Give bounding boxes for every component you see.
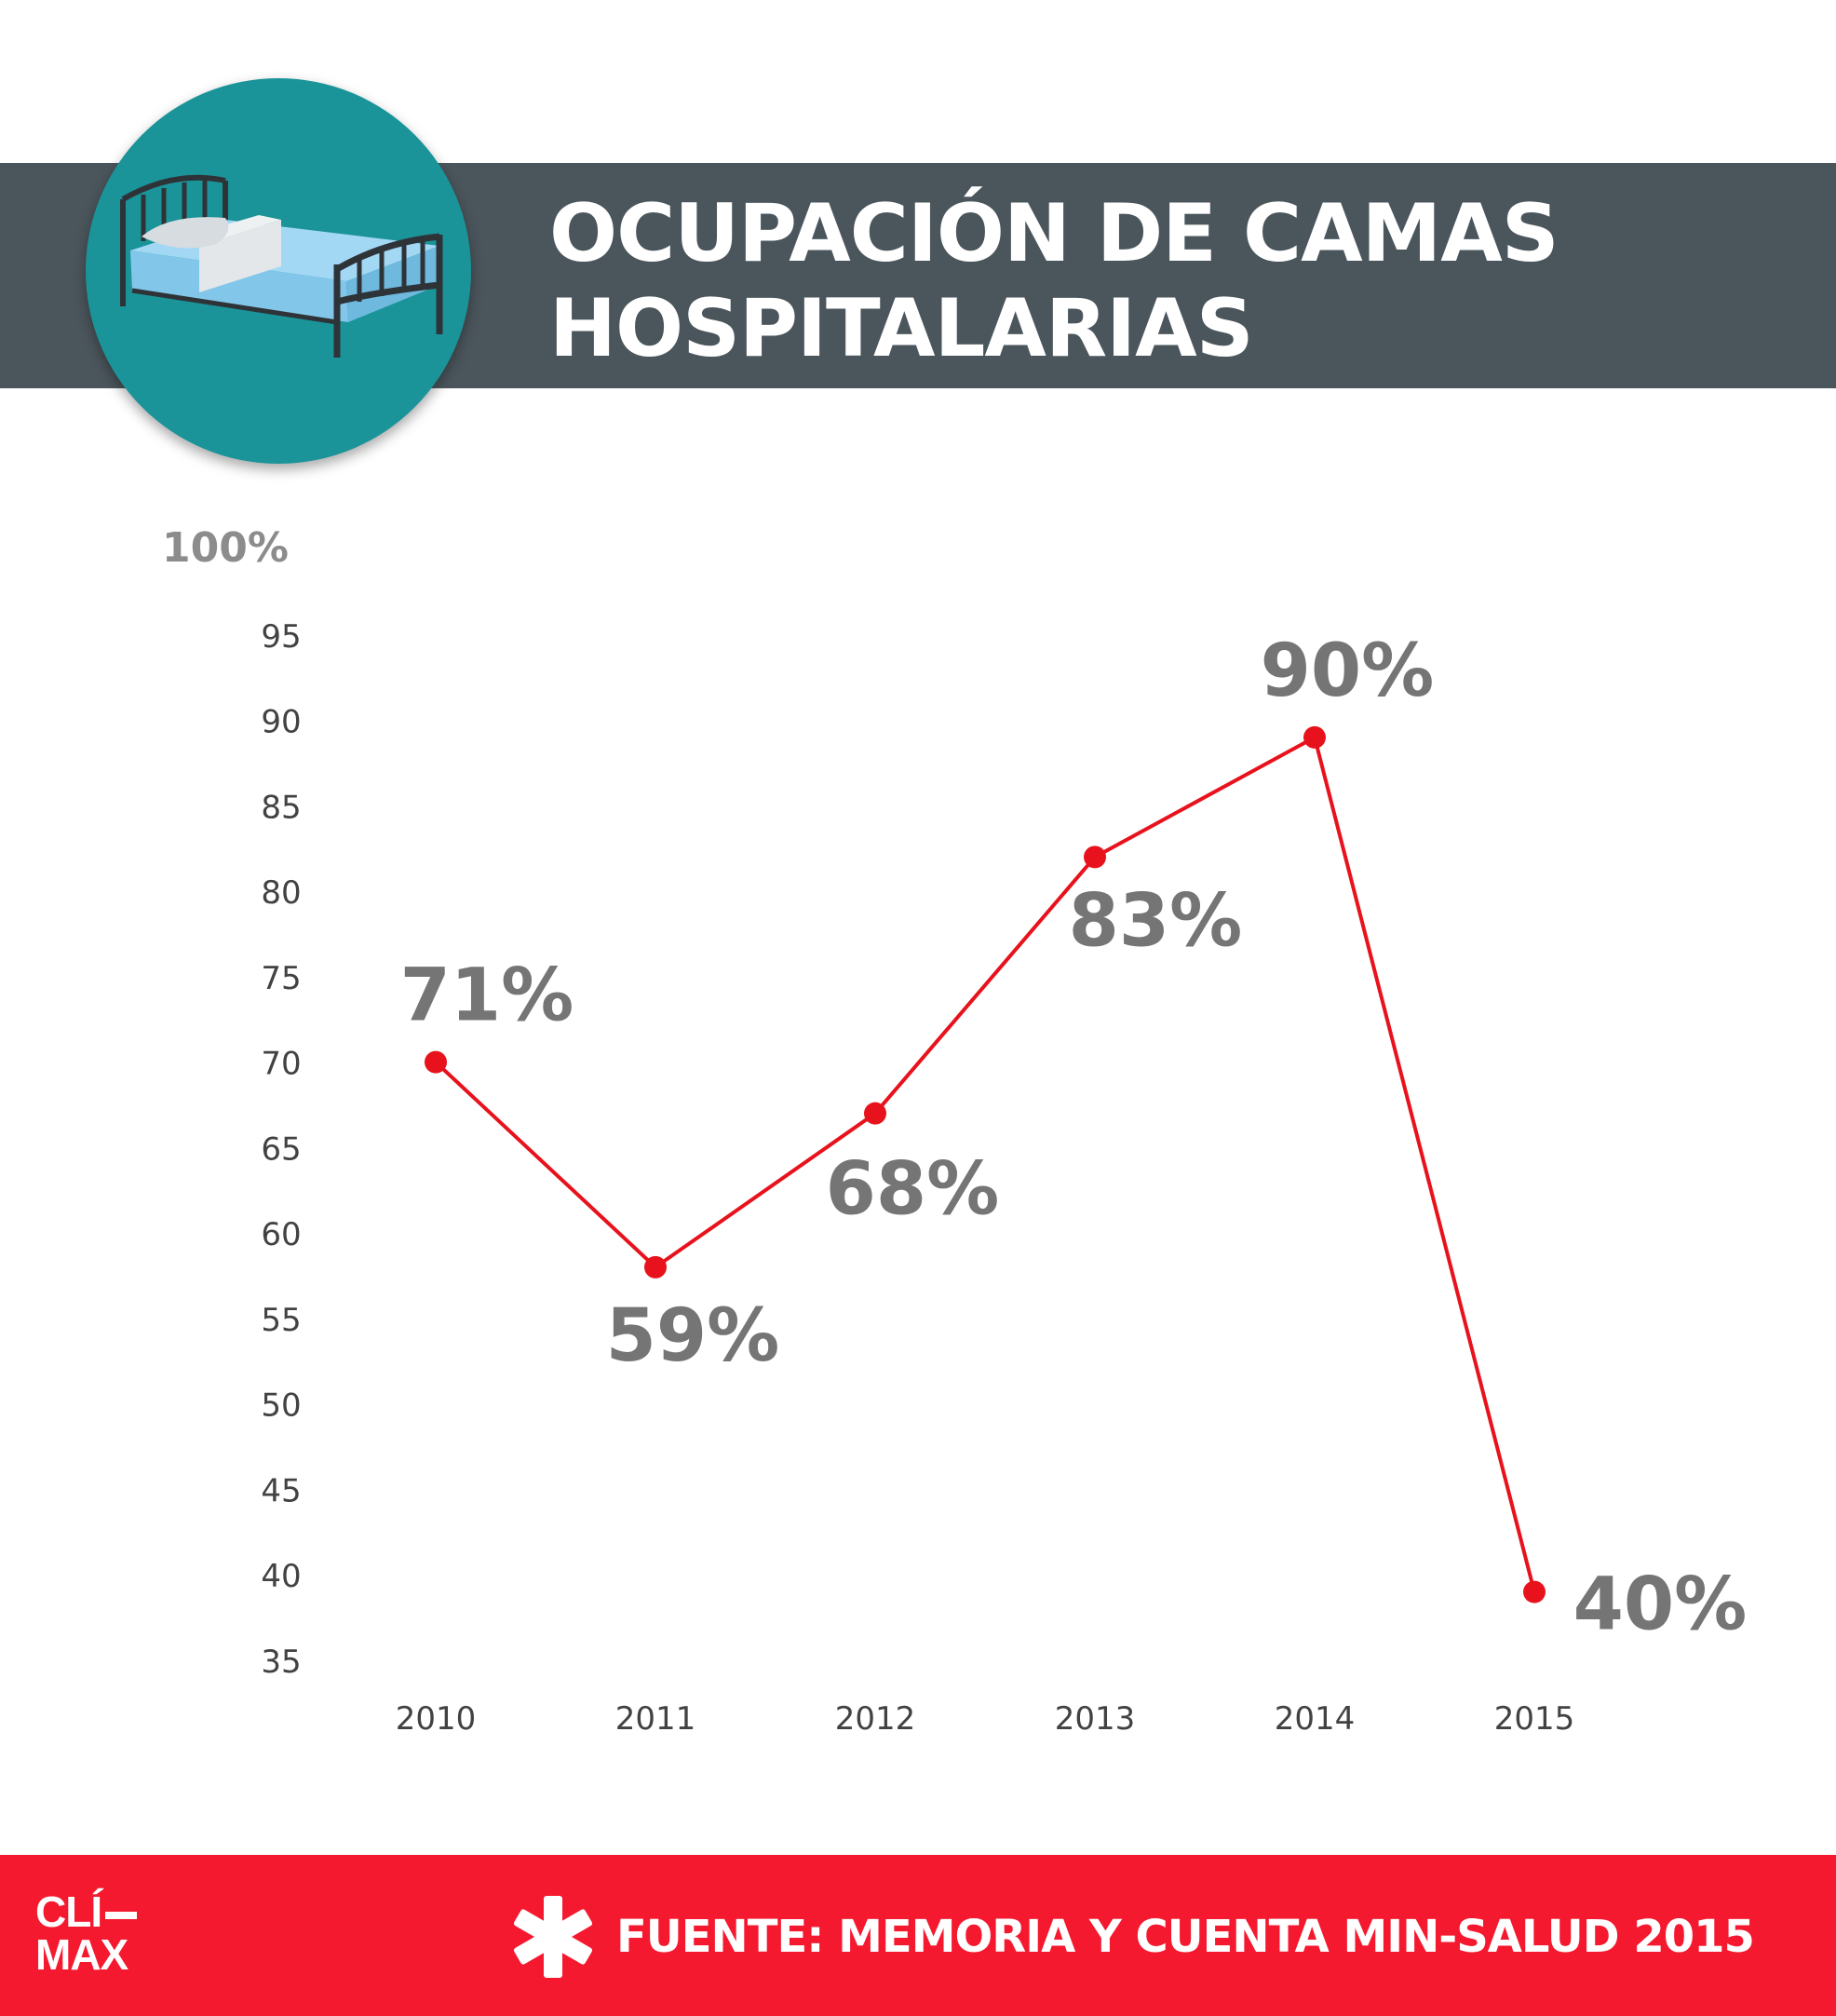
hospital-bed-icon [120,174,443,358]
data-label: 90% [1261,629,1435,713]
title-line-2: HOSPITALARIAS [549,282,1254,375]
y-tick-label: 70 [261,1046,301,1083]
x-tick-label: 2014 [1275,1700,1356,1738]
y-tick-label: 65 [261,1130,301,1168]
climax-logo: CLÍ MAX [35,1890,138,1976]
y-tick-label: 90 [261,704,301,741]
bed-icon-circle [86,78,471,464]
data-point [1523,1580,1546,1603]
data-point [1084,846,1106,869]
y-tick-label: 80 [261,874,301,912]
data-label: 59% [606,1294,780,1378]
x-tick-label: 2013 [1055,1700,1136,1738]
footer-band [0,1855,1836,2016]
chart-title: OCUPACIÓN DE CAMAS HOSPITALARIAS [549,186,1797,376]
x-tick-label: 2011 [615,1700,696,1738]
y-tick-label: 40 [261,1558,301,1595]
medical-asterisk-icon [513,1896,593,1978]
y-tick-label: 85 [261,789,301,826]
data-point [1303,725,1326,749]
data-point [425,1050,447,1074]
y-tick-label: 100% [162,524,289,572]
data-point [644,1255,667,1279]
series-line [434,734,1536,1593]
y-tick-label: 50 [261,1387,301,1425]
source-note: FUENTE: MEMORIA Y CUENTA MIN-SALUD 2015 [510,1896,1755,1978]
logo-line-1: CLÍ [35,1887,102,1936]
x-tick-label: 2012 [835,1700,916,1738]
y-tick-label: 95 [261,618,301,656]
logo-dash [105,1911,138,1919]
data-label: 40% [1573,1563,1748,1647]
y-tick-label: 60 [261,1216,301,1253]
line-chart: 35 40 45 50 55 60 65 70 75 80 85 90 95 100% 2010 2011 20… [162,524,1748,1738]
x-tick-label: 2015 [1494,1700,1575,1738]
y-tick-label: 45 [261,1472,301,1509]
data-label: 71% [400,954,574,1038]
y-tick-label: 55 [261,1302,301,1339]
x-tick-label: 2010 [396,1700,477,1738]
title-line-1: OCUPACIÓN DE CAMAS [549,187,1559,280]
data-point [864,1102,886,1125]
logo-line-2: MAX [35,1930,128,1979]
data-label: 83% [1069,879,1243,963]
y-tick-label: 35 [261,1644,301,1681]
source-text: FUENTE: MEMORIA Y CUENTA MIN-SALUD 2015 [616,1911,1755,1963]
y-tick-label: 75 [261,960,301,997]
data-label: 68% [826,1148,1000,1232]
